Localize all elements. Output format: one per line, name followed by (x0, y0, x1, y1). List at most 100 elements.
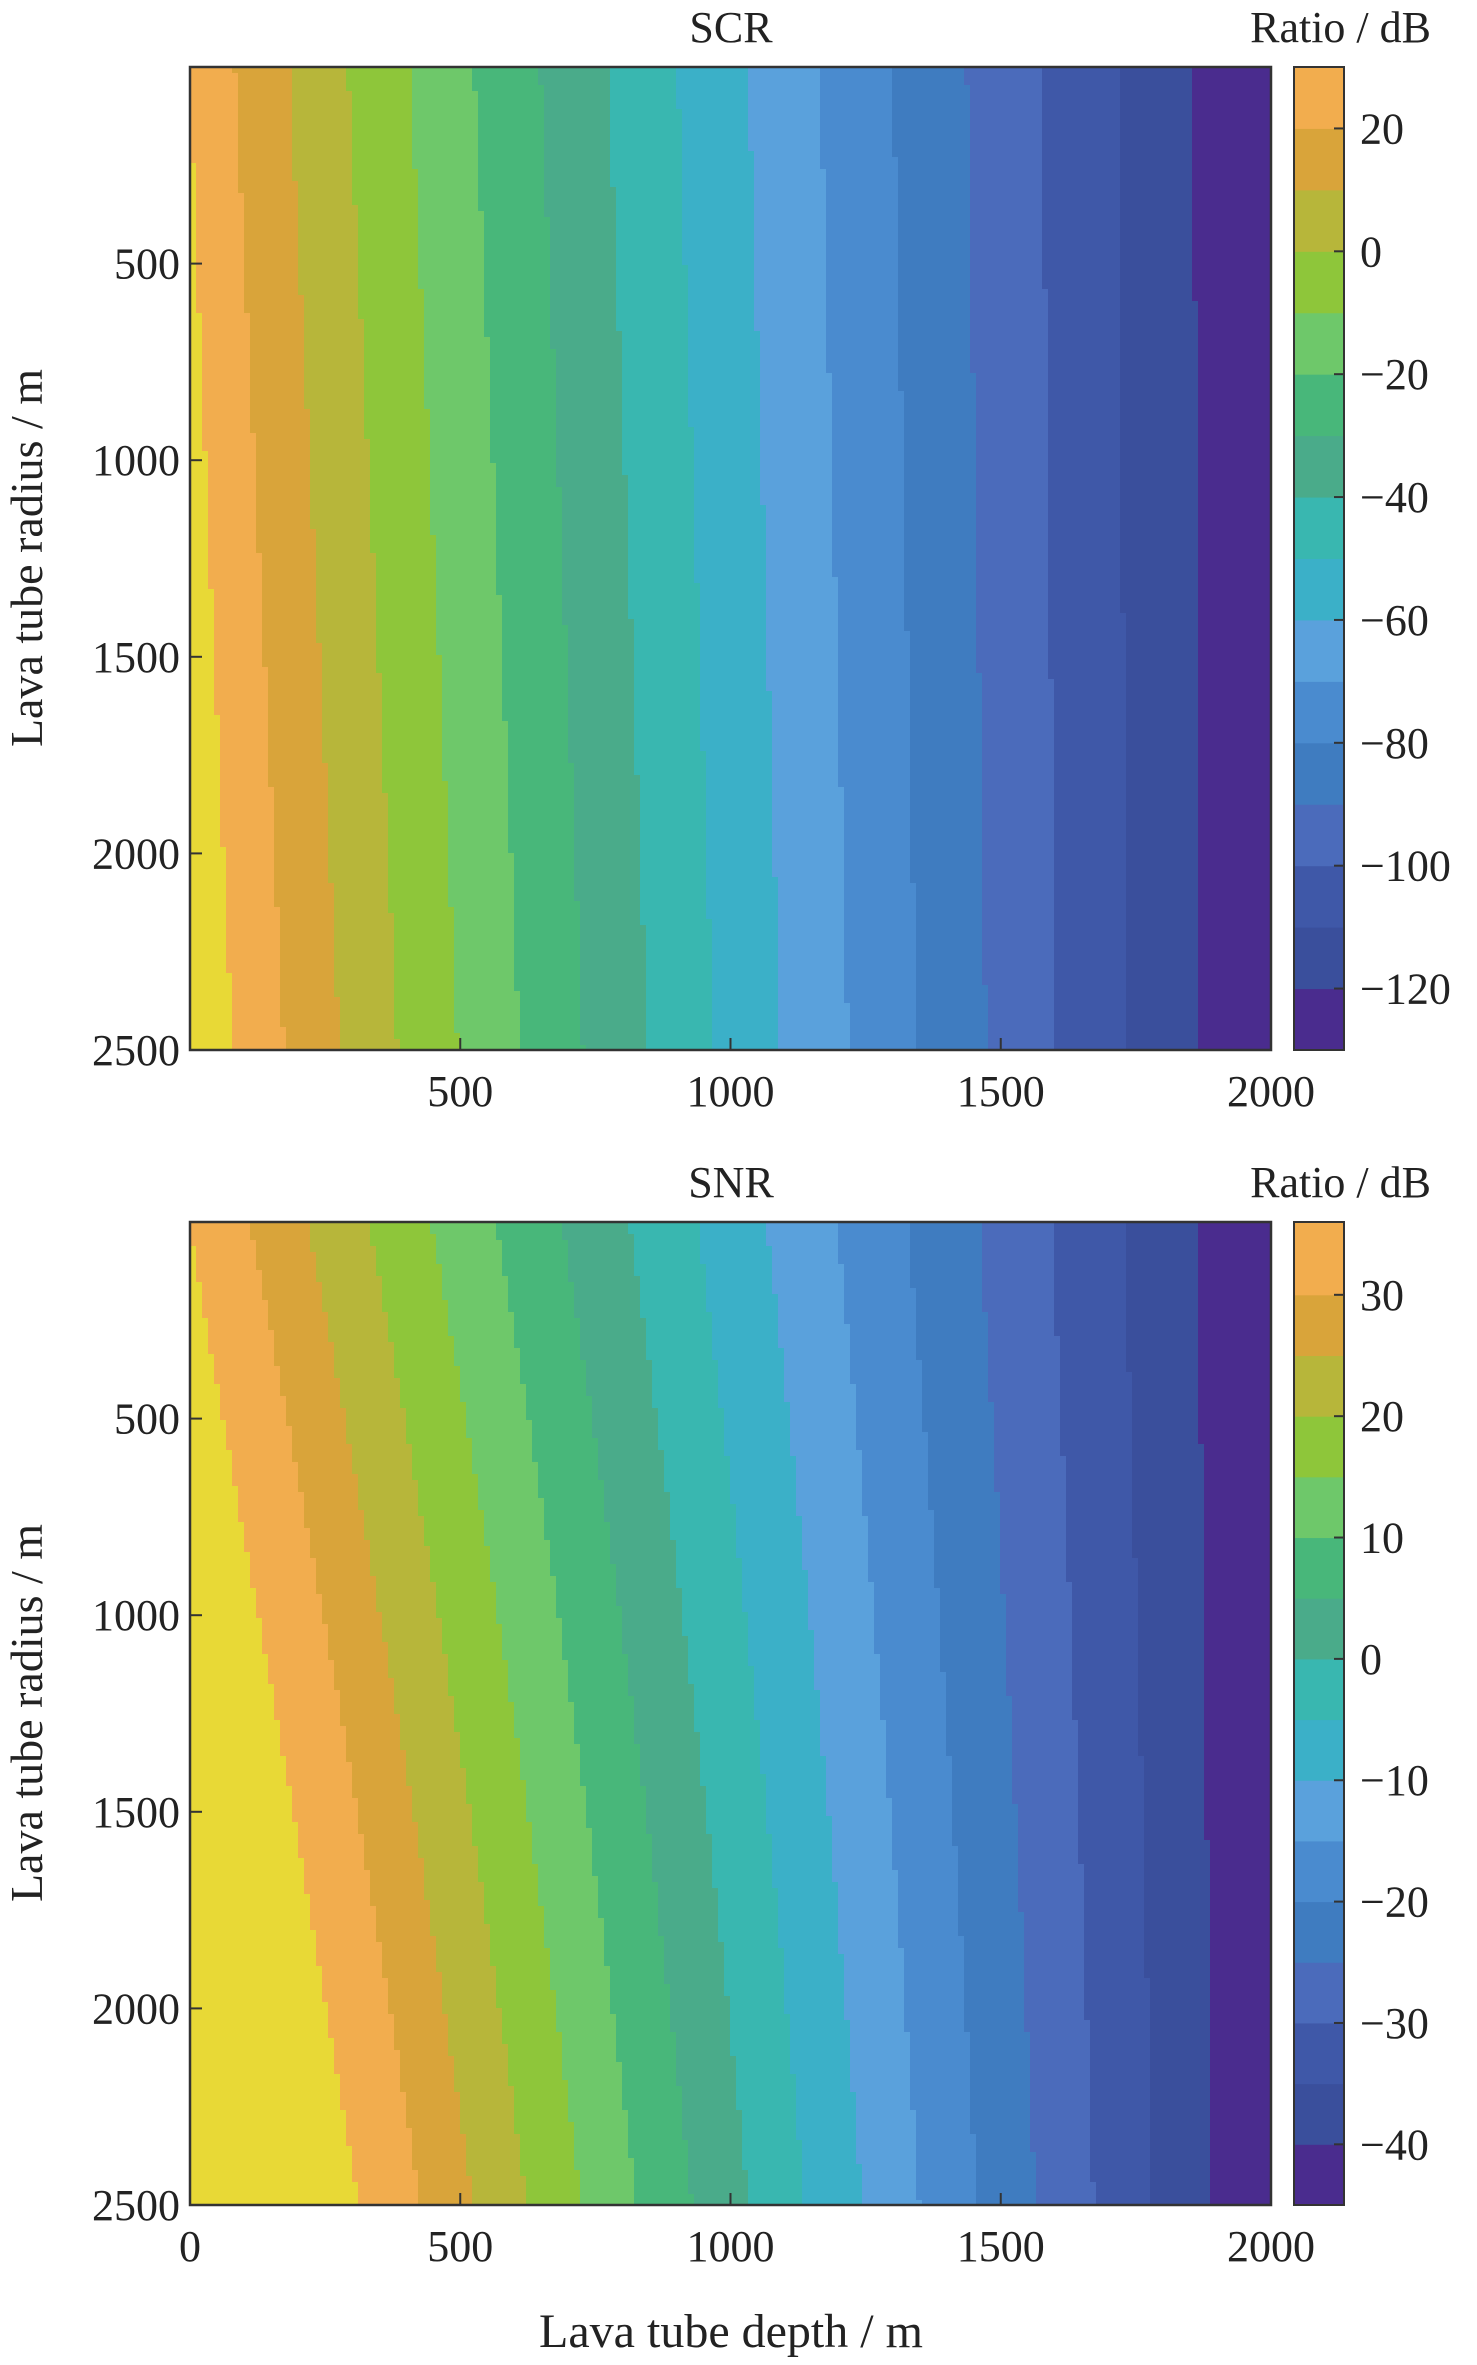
contour-cell (238, 97, 245, 104)
contour-cell (700, 115, 707, 122)
contour-cell (202, 91, 209, 98)
contour-cell (706, 85, 713, 92)
contour-cell (286, 97, 293, 104)
contour-cell (748, 73, 755, 80)
contour-cell (1072, 73, 1079, 80)
contour-cell (472, 145, 479, 152)
contour-cell (1054, 145, 1061, 152)
contour-cell (388, 121, 395, 128)
contour-cell (262, 139, 269, 146)
contour-cell (766, 163, 773, 170)
contour-cell (394, 133, 401, 140)
contour-cell (742, 115, 749, 122)
contour-cell (568, 79, 575, 86)
contour-cell (652, 73, 659, 80)
contour-cell (580, 115, 587, 122)
contour-cell (592, 121, 599, 128)
contour-cell (400, 127, 407, 134)
contour-cell (898, 151, 905, 158)
contour-cell (202, 151, 209, 158)
contour-cell (904, 145, 911, 152)
contour-cell (328, 157, 335, 164)
contour-cell (1174, 103, 1181, 110)
contour-cell (364, 157, 371, 164)
contour-cell (622, 181, 629, 188)
contour-cell (502, 103, 509, 110)
contour-cell (1072, 109, 1079, 116)
contour-cell (226, 85, 233, 92)
contour-cell (760, 133, 767, 140)
contour-cell (1234, 121, 1241, 128)
contour-cell (574, 181, 581, 188)
contour-cell (292, 115, 299, 122)
contour-cell (952, 145, 959, 152)
contour-cell (700, 145, 707, 152)
contour-cell (292, 151, 299, 158)
contour-cell (436, 109, 443, 116)
contour-cell (796, 181, 803, 188)
contour-cell (682, 163, 689, 170)
contour-cell (286, 103, 293, 110)
contour-cell (1246, 73, 1253, 80)
contour-cell (280, 157, 287, 164)
contour-cell (526, 157, 533, 164)
contour-cell (580, 109, 587, 116)
contour-cell (1108, 97, 1115, 104)
contour-cell (1162, 151, 1169, 158)
contour-cell (526, 103, 533, 110)
contour-cell (1042, 79, 1049, 86)
contour-cell (268, 127, 275, 134)
contour-cell (1144, 127, 1151, 134)
contour-cell (628, 175, 635, 182)
contour-cell (208, 145, 215, 152)
contour-cell (664, 97, 671, 104)
contour-cell (796, 145, 803, 152)
contour-cell (778, 121, 785, 128)
contour-cell (466, 97, 473, 104)
contour-cell (538, 139, 545, 146)
contour-cell (322, 133, 329, 140)
contour-cell (706, 163, 713, 170)
contour-cell (1072, 145, 1079, 152)
contour-cell (1204, 127, 1211, 134)
contour-cell (1180, 175, 1187, 182)
contour-cell (226, 151, 233, 158)
contour-cell (658, 115, 665, 122)
contour-cell (382, 115, 389, 122)
contour-cell (544, 145, 551, 152)
contour-cell (934, 133, 941, 140)
contour-cell (976, 127, 983, 134)
contour-cell (406, 121, 413, 128)
contour-cell (382, 121, 389, 128)
contour-cell (406, 175, 413, 182)
contour-cell (724, 163, 731, 170)
contour-cell (1048, 181, 1055, 188)
contour-cell (628, 97, 635, 104)
contour-cell (508, 115, 515, 122)
contour-cell (1246, 169, 1253, 176)
contour-cell (220, 97, 227, 104)
contour-cell (1054, 115, 1061, 122)
contour-cell (1120, 127, 1127, 134)
contour-cell (202, 181, 209, 188)
contour-cell (544, 133, 551, 140)
contour-cell (1132, 169, 1139, 176)
contour-cell (646, 109, 653, 116)
contour-cell (1096, 73, 1103, 80)
contour-cell (958, 103, 965, 110)
contour-cell (754, 157, 761, 164)
contour-cell (1054, 73, 1061, 80)
contour-cell (448, 139, 455, 146)
contour-cell (1258, 175, 1265, 182)
contour-cell (1138, 103, 1145, 110)
contour-cell (604, 187, 611, 194)
contour-cell (1264, 85, 1271, 92)
contour-cell (466, 181, 473, 188)
contour-cell (772, 127, 779, 134)
contour-cell (1198, 73, 1205, 80)
contour-cell (922, 121, 929, 128)
contour-cell (676, 91, 683, 98)
contour-cell (682, 73, 689, 80)
contour-cell (244, 163, 251, 170)
contour-cell (1198, 115, 1205, 122)
